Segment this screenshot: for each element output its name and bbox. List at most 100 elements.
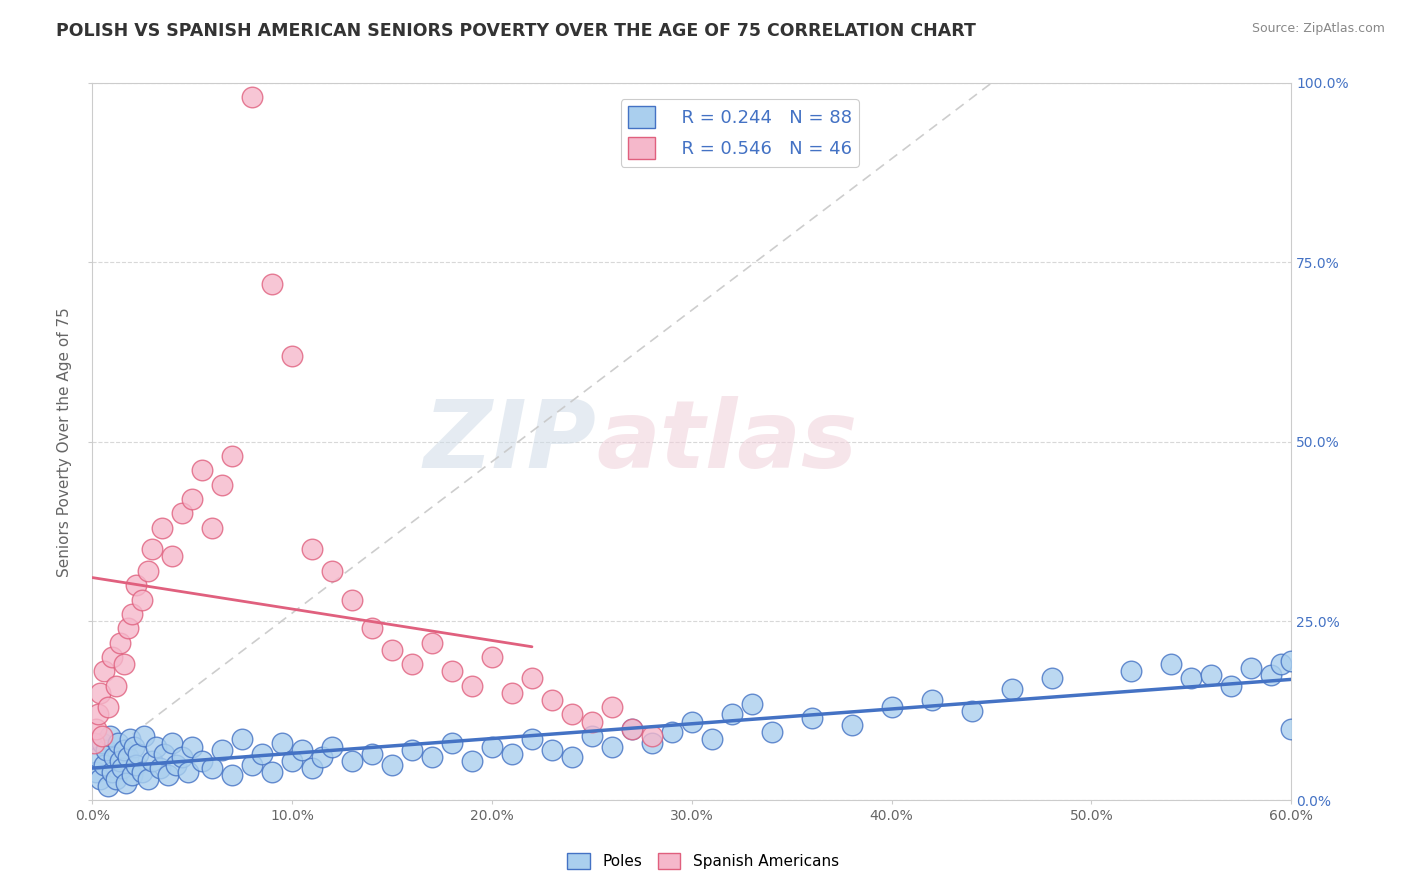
Point <box>157 768 180 782</box>
Point <box>89 686 111 700</box>
Point <box>581 714 603 729</box>
Point <box>481 739 503 754</box>
Point <box>101 764 124 779</box>
Point <box>681 714 703 729</box>
Point <box>93 665 115 679</box>
Point <box>600 700 623 714</box>
Point <box>240 90 263 104</box>
Text: POLISH VS SPANISH AMERICAN SENIORS POVERTY OVER THE AGE OF 75 CORRELATION CHART: POLISH VS SPANISH AMERICAN SENIORS POVER… <box>56 22 976 40</box>
Y-axis label: Seniors Poverty Over the Age of 75: Seniors Poverty Over the Age of 75 <box>58 307 72 576</box>
Text: ZIP: ZIP <box>423 396 596 488</box>
Point <box>250 747 273 761</box>
Point <box>101 649 124 664</box>
Point <box>96 743 118 757</box>
Point <box>281 754 304 768</box>
Point <box>1000 682 1022 697</box>
Point <box>121 768 143 782</box>
Point <box>125 578 148 592</box>
Point <box>262 277 284 291</box>
Point <box>103 750 125 764</box>
Point <box>440 665 463 679</box>
Point <box>162 736 184 750</box>
Point <box>420 750 443 764</box>
Point <box>110 635 132 649</box>
Point <box>162 549 184 564</box>
Point <box>520 672 543 686</box>
Point <box>105 772 128 786</box>
Point <box>481 649 503 664</box>
Text: atlas: atlas <box>596 396 858 488</box>
Point <box>89 772 111 786</box>
Point <box>111 761 134 775</box>
Point <box>125 757 148 772</box>
Point <box>1180 672 1202 686</box>
Point <box>91 729 114 743</box>
Point <box>83 736 105 750</box>
Point <box>1201 668 1223 682</box>
Point <box>201 761 224 775</box>
Point <box>153 747 176 761</box>
Point <box>221 449 243 463</box>
Point <box>110 754 132 768</box>
Point <box>420 635 443 649</box>
Point <box>211 477 233 491</box>
Point <box>501 747 523 761</box>
Point <box>1121 665 1143 679</box>
Point <box>561 707 583 722</box>
Point <box>960 704 983 718</box>
Point <box>240 757 263 772</box>
Point <box>149 761 172 775</box>
Point <box>361 621 384 635</box>
Point <box>191 754 214 768</box>
Point <box>741 697 763 711</box>
Point <box>112 657 135 672</box>
Point <box>141 542 163 557</box>
Point <box>581 729 603 743</box>
Point <box>800 711 823 725</box>
Point <box>520 732 543 747</box>
Point <box>1279 654 1302 668</box>
Point <box>381 757 404 772</box>
Point <box>141 754 163 768</box>
Point <box>281 349 304 363</box>
Point <box>121 607 143 621</box>
Point <box>87 707 110 722</box>
Point <box>1279 722 1302 736</box>
Point <box>301 761 323 775</box>
Point <box>1160 657 1182 672</box>
Point <box>620 722 643 736</box>
Point <box>112 743 135 757</box>
Point <box>841 718 863 732</box>
Point <box>136 564 159 578</box>
Point <box>201 521 224 535</box>
Point <box>1220 679 1243 693</box>
Point <box>262 764 284 779</box>
Point <box>120 732 142 747</box>
Point <box>761 725 783 739</box>
Point <box>720 707 742 722</box>
Point <box>401 743 423 757</box>
Point <box>501 686 523 700</box>
Point <box>93 757 115 772</box>
Point <box>321 739 343 754</box>
Point <box>134 729 156 743</box>
Point <box>221 768 243 782</box>
Point <box>440 736 463 750</box>
Point <box>1240 661 1263 675</box>
Point <box>291 743 314 757</box>
Point <box>600 739 623 754</box>
Point <box>231 732 253 747</box>
Point <box>127 747 149 761</box>
Point <box>921 693 943 707</box>
Point <box>124 739 146 754</box>
Point <box>86 764 108 779</box>
Point <box>211 743 233 757</box>
Point <box>150 521 173 535</box>
Text: Source: ZipAtlas.com: Source: ZipAtlas.com <box>1251 22 1385 36</box>
Point <box>117 621 139 635</box>
Point <box>87 750 110 764</box>
Point <box>97 779 120 793</box>
Point <box>165 757 187 772</box>
Point <box>340 754 363 768</box>
Point <box>321 564 343 578</box>
